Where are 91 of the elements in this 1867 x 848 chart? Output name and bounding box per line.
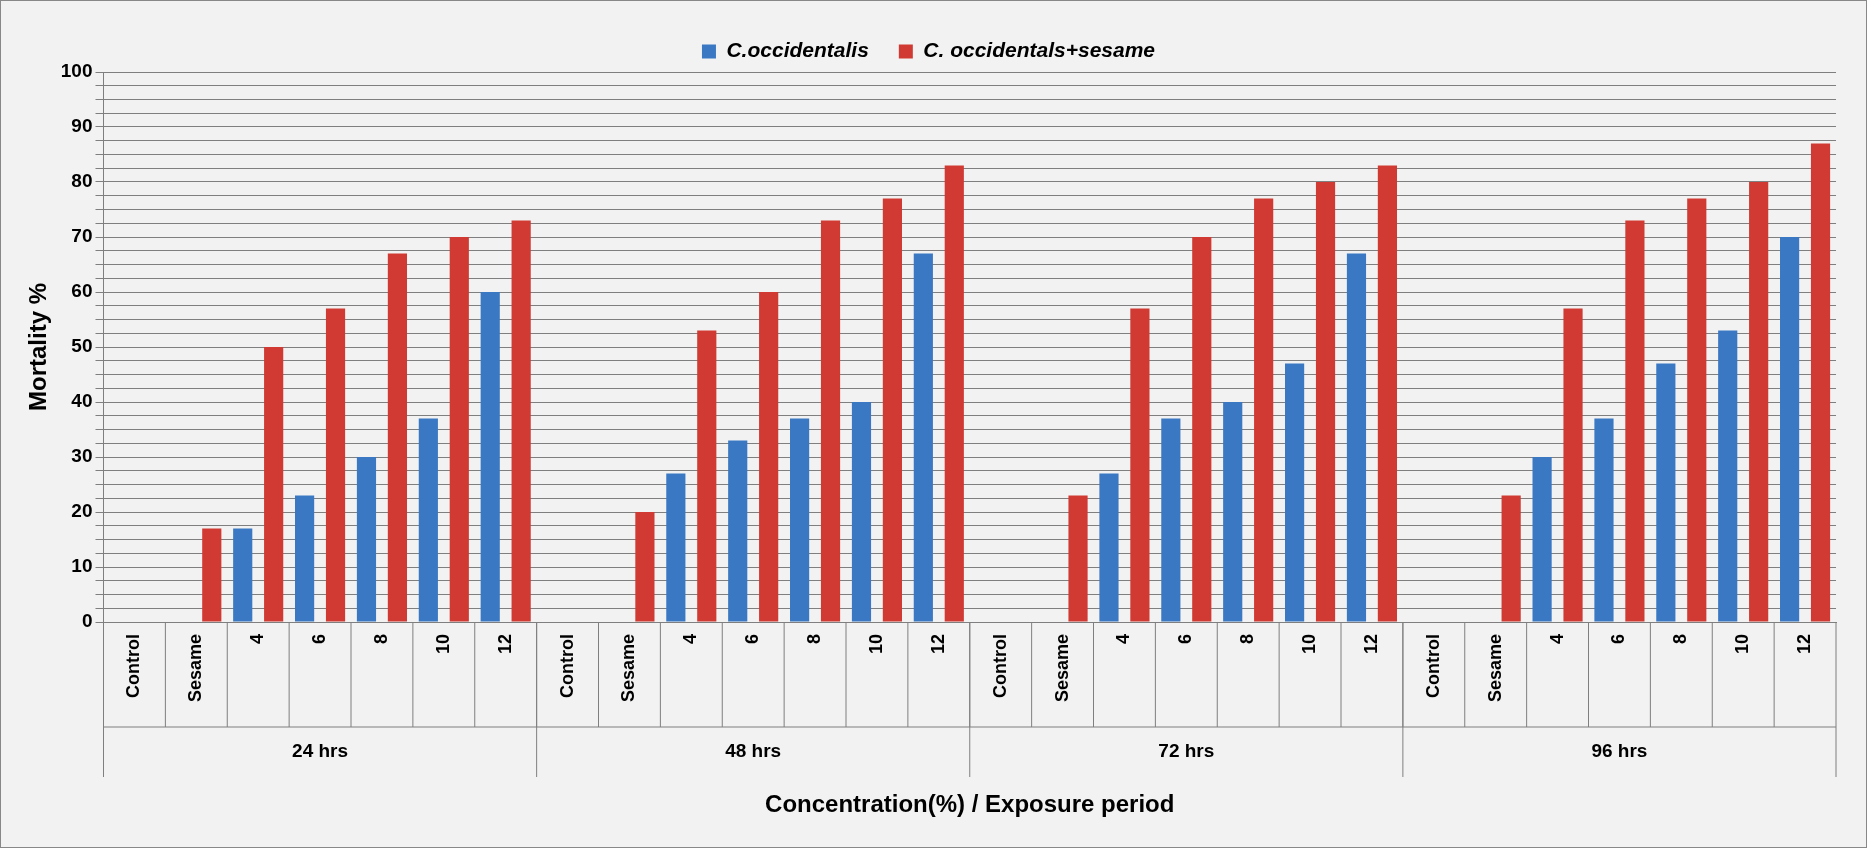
bar xyxy=(1223,402,1243,622)
x-tick-label: 4 xyxy=(1113,634,1134,645)
bar xyxy=(1254,198,1274,622)
x-tick-label: 4 xyxy=(680,634,701,645)
bar xyxy=(1687,198,1707,622)
x-tick-label: 12 xyxy=(1794,634,1815,655)
y-tick-label: 50 xyxy=(71,335,93,357)
bar xyxy=(882,198,902,622)
x-tick-label: 6 xyxy=(1608,634,1629,645)
bar xyxy=(1377,165,1397,622)
text: 72 hrs xyxy=(1158,740,1215,762)
bar xyxy=(264,347,284,622)
bar xyxy=(356,457,377,622)
x-tick-label: 8 xyxy=(370,634,391,645)
x-tick-label: 8 xyxy=(1670,634,1691,645)
bar xyxy=(728,440,748,622)
y-tick-label: 40 xyxy=(71,390,93,412)
x-tick-label: 6 xyxy=(309,634,330,645)
x-tick-label: 10 xyxy=(865,634,886,655)
y-tick-label: 10 xyxy=(71,555,93,577)
x-tick-label: 12 xyxy=(1360,634,1381,655)
y-axis-title: Mortality % xyxy=(24,282,52,412)
bar xyxy=(1099,473,1119,622)
y-tick-label: 80 xyxy=(71,170,93,192)
bar xyxy=(1161,418,1181,622)
bar xyxy=(387,253,407,622)
legend-label: C. occidentals+sesame xyxy=(923,38,1156,62)
x-tick-label: 4 xyxy=(247,634,268,645)
x-tick-label: Control xyxy=(1422,634,1443,698)
text: 24 hrs xyxy=(292,740,349,762)
bar xyxy=(635,512,655,622)
y-tick-label: 20 xyxy=(71,500,93,522)
x-tick-label: 6 xyxy=(1175,634,1196,645)
bar xyxy=(1594,418,1614,622)
bar xyxy=(325,308,346,622)
x-tick-label: Control xyxy=(556,634,577,698)
bar xyxy=(1068,495,1088,622)
bar xyxy=(944,165,964,622)
bar xyxy=(295,495,315,622)
bar xyxy=(1346,253,1367,622)
y-tick-label: 60 xyxy=(71,280,93,302)
bar xyxy=(1780,237,1800,622)
bar xyxy=(449,237,469,622)
bar xyxy=(202,528,222,622)
x-tick-label: 8 xyxy=(804,634,825,645)
x-tick-label: Sesame xyxy=(185,634,206,703)
x-tick-label: 10 xyxy=(1299,634,1320,655)
y-tick-label: 90 xyxy=(71,115,93,137)
bar xyxy=(1501,495,1521,622)
text: 96 hrs xyxy=(1591,740,1648,762)
x-tick-label: Sesame xyxy=(1484,634,1505,703)
x-tick-label: 10 xyxy=(432,634,453,655)
x-tick-label: Sesame xyxy=(618,634,639,703)
bar xyxy=(1285,363,1305,622)
bar xyxy=(1315,182,1336,622)
bar xyxy=(1625,220,1645,622)
bar xyxy=(418,418,438,622)
bar xyxy=(1130,308,1150,622)
bar xyxy=(480,292,500,622)
bar xyxy=(1749,182,1769,622)
y-tick-label: 70 xyxy=(71,225,93,247)
bar xyxy=(1563,308,1583,622)
bar xyxy=(1192,237,1212,622)
x-tick-label: 8 xyxy=(1237,634,1258,645)
bar xyxy=(790,418,810,622)
bar xyxy=(697,330,717,622)
x-tick-label: 4 xyxy=(1546,634,1567,645)
x-tick-label: 12 xyxy=(494,634,515,655)
x-tick-label: Control xyxy=(989,634,1010,698)
x-tick-label: 6 xyxy=(742,634,763,645)
bar xyxy=(820,220,841,622)
bar xyxy=(913,253,933,622)
x-tick-label: 10 xyxy=(1732,634,1753,655)
legend-label: C.occidentalis xyxy=(726,38,869,62)
bar xyxy=(233,528,253,622)
bar xyxy=(759,292,779,622)
x-axis-title: Concentration(%) / Exposure period xyxy=(765,789,1175,817)
x-tick-label: Sesame xyxy=(1051,634,1072,703)
text: 48 hrs xyxy=(725,740,782,762)
x-tick-label: 12 xyxy=(927,634,948,655)
y-tick-label: 30 xyxy=(71,445,93,467)
bar xyxy=(1532,457,1552,622)
bar xyxy=(851,402,872,622)
bar xyxy=(1810,143,1831,622)
bar xyxy=(666,473,686,622)
x-tick-label: Control xyxy=(123,634,144,698)
bar xyxy=(1718,330,1738,622)
bar xyxy=(511,220,531,622)
y-tick-label: 0 xyxy=(81,610,93,632)
bar xyxy=(1656,363,1676,622)
y-tick-label: 100 xyxy=(60,60,93,82)
